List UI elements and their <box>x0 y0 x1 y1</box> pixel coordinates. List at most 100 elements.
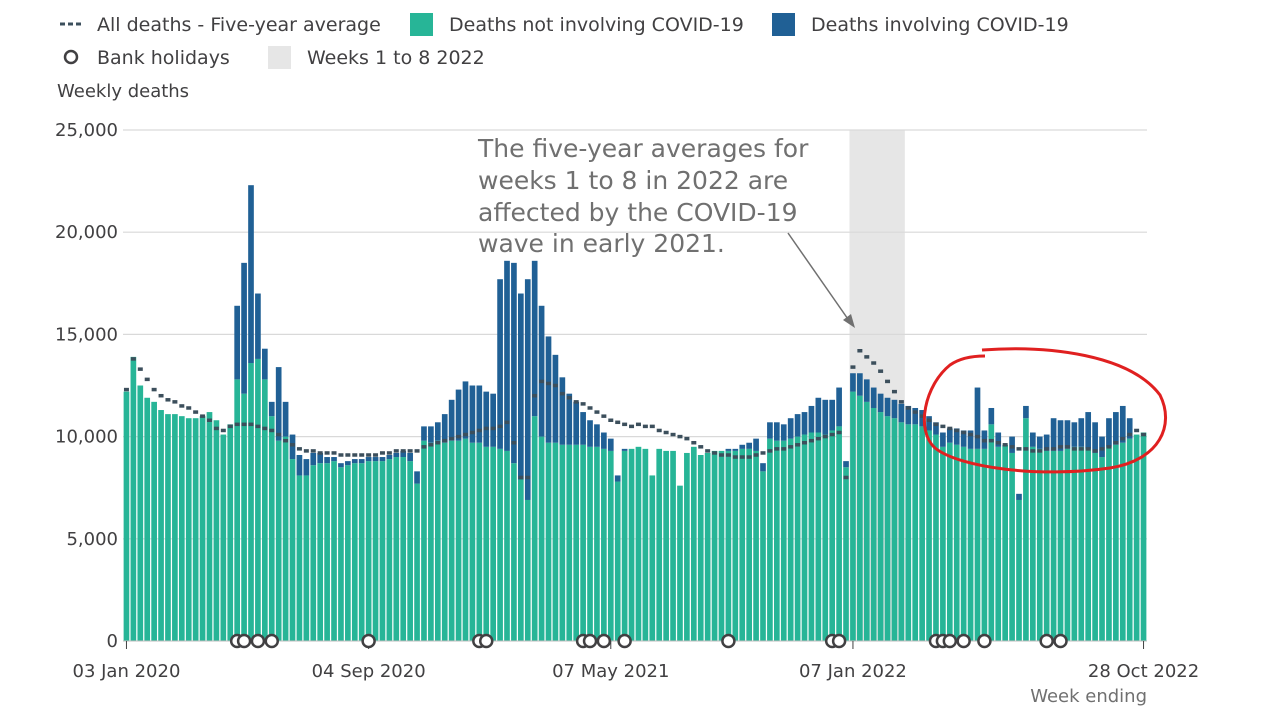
bar-not-covid[interactable] <box>822 434 829 641</box>
bar-not-covid[interactable] <box>836 426 842 641</box>
bar-not-covid[interactable] <box>165 414 171 641</box>
bar-covid[interactable] <box>566 393 573 445</box>
bar-covid[interactable] <box>967 430 974 449</box>
bar-covid[interactable] <box>760 463 766 472</box>
bar-covid[interactable] <box>365 457 372 462</box>
bar-not-covid[interactable] <box>552 442 559 641</box>
bar-covid[interactable] <box>926 416 932 431</box>
legend-item-not-covid[interactable]: Deaths not involving COVID-19 <box>410 13 744 36</box>
bar-covid[interactable] <box>1071 422 1078 447</box>
bar-covid[interactable] <box>988 407 995 425</box>
bar-covid[interactable] <box>434 422 441 441</box>
legend-item-covid[interactable]: Deaths involving COVID-19 <box>772 13 1069 36</box>
bar-covid[interactable] <box>400 450 407 458</box>
bar-covid[interactable] <box>808 405 815 433</box>
bar-not-covid[interactable] <box>137 385 144 642</box>
bar-covid[interactable] <box>490 393 496 447</box>
bank-holiday-marker[interactable] <box>831 633 847 649</box>
bar-covid[interactable] <box>545 336 552 443</box>
bar-covid[interactable] <box>601 432 607 449</box>
bar-not-covid[interactable] <box>1043 450 1050 641</box>
bar-covid[interactable] <box>580 412 586 445</box>
bar-covid[interactable] <box>372 457 379 462</box>
bar-covid[interactable] <box>407 452 413 462</box>
bar-not-covid[interactable] <box>573 444 580 641</box>
bar-covid[interactable] <box>607 438 614 451</box>
bar-covid[interactable] <box>857 373 863 396</box>
bar-not-covid[interactable] <box>365 461 372 641</box>
bar-covid[interactable] <box>241 262 247 394</box>
bar-not-covid[interactable] <box>919 426 925 641</box>
bar-covid[interactable] <box>428 426 434 443</box>
bar-not-covid[interactable] <box>905 424 912 641</box>
bar-not-covid[interactable] <box>981 448 988 641</box>
bar-not-covid[interactable] <box>946 442 953 641</box>
bar-covid[interactable] <box>351 459 358 464</box>
bank-holiday-marker[interactable] <box>617 633 632 649</box>
bar-covid[interactable] <box>358 459 365 464</box>
bar-covid[interactable] <box>462 381 469 439</box>
legend-item-highlight[interactable]: Weeks 1 to 8 2022 <box>268 46 485 69</box>
bar-covid[interactable] <box>739 444 746 449</box>
bank-holiday-marker[interactable] <box>721 633 736 649</box>
bar-not-covid[interactable] <box>282 436 289 641</box>
bar-covid[interactable] <box>386 454 393 460</box>
bar-not-covid[interactable] <box>317 463 324 641</box>
bar-not-covid[interactable] <box>1009 452 1015 641</box>
bar-not-covid[interactable] <box>580 444 586 641</box>
bar-not-covid[interactable] <box>296 475 303 641</box>
bar-not-covid[interactable] <box>538 436 545 641</box>
bar-covid[interactable] <box>504 260 510 451</box>
bar-not-covid[interactable] <box>787 438 794 641</box>
bar-not-covid[interactable] <box>400 457 407 641</box>
bar-not-covid[interactable] <box>483 446 490 641</box>
bar-not-covid[interactable] <box>628 448 635 641</box>
bar-not-covid[interactable] <box>545 442 552 641</box>
bar-covid[interactable] <box>289 434 296 460</box>
bar-not-covid[interactable] <box>780 440 787 641</box>
bar-covid[interactable] <box>884 397 891 417</box>
bar-covid[interactable] <box>843 461 849 468</box>
bar-not-covid[interactable] <box>1106 446 1112 641</box>
bar-covid[interactable] <box>524 279 531 500</box>
bar-not-covid[interactable] <box>199 416 206 641</box>
bar-covid[interactable] <box>538 305 545 437</box>
bar-not-covid[interactable] <box>303 475 310 641</box>
bar-not-covid[interactable] <box>587 446 593 641</box>
bar-not-covid[interactable] <box>1002 444 1008 641</box>
bank-holiday-marker[interactable] <box>977 633 992 649</box>
bar-not-covid[interactable] <box>635 446 642 641</box>
bar-not-covid[interactable] <box>490 446 496 641</box>
bar-covid[interactable] <box>933 422 939 435</box>
bar-covid[interactable] <box>303 459 310 476</box>
bar-not-covid[interactable] <box>130 356 137 641</box>
bar-covid[interactable] <box>1099 436 1105 458</box>
bar-covid[interactable] <box>1057 420 1064 451</box>
bar-not-covid[interactable] <box>151 401 157 641</box>
bar-not-covid[interactable] <box>469 442 476 641</box>
bar-covid[interactable] <box>1064 420 1071 449</box>
bar-covid[interactable] <box>338 463 344 468</box>
bar-covid[interactable] <box>725 448 732 451</box>
bar-covid[interactable] <box>774 422 780 441</box>
bar-not-covid[interactable] <box>1085 448 1092 641</box>
bank-holiday-marker[interactable] <box>956 633 971 649</box>
bar-not-covid[interactable] <box>746 448 752 641</box>
bar-not-covid[interactable] <box>386 459 393 641</box>
bar-not-covid[interactable] <box>684 452 690 641</box>
bar-covid[interactable] <box>905 405 912 425</box>
bar-not-covid[interactable] <box>850 391 856 641</box>
bar-not-covid[interactable] <box>1140 432 1147 641</box>
bar-not-covid[interactable] <box>967 448 974 641</box>
bar-not-covid[interactable] <box>753 450 759 641</box>
bar-not-covid[interactable] <box>178 416 185 641</box>
bar-covid[interactable] <box>1050 418 1057 451</box>
bar-covid[interactable] <box>953 428 960 445</box>
bar-not-covid[interactable] <box>877 412 884 641</box>
bar-covid[interactable] <box>248 185 254 364</box>
bar-covid[interactable] <box>393 452 400 458</box>
bar-not-covid[interactable] <box>324 463 330 641</box>
bar-not-covid[interactable] <box>808 432 815 641</box>
bank-holiday-marker[interactable] <box>236 633 252 649</box>
bar-not-covid[interactable] <box>455 440 462 641</box>
